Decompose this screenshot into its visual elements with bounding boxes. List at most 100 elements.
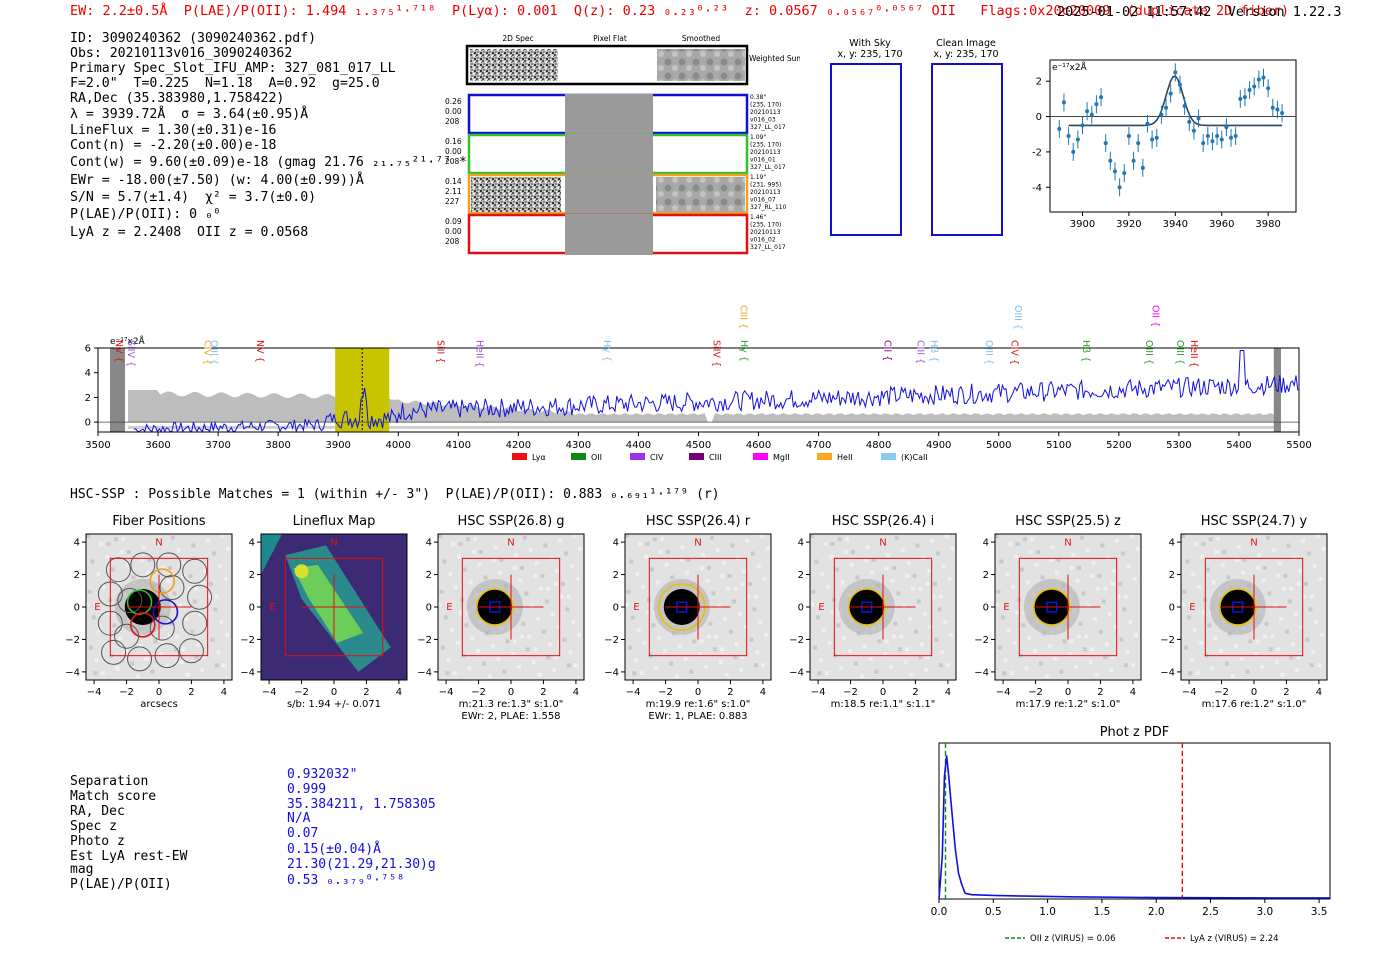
- zoom-data-point: [1229, 135, 1234, 140]
- hsc-ytick-label: 2: [613, 570, 619, 581]
- hsc-noise-pixel: [1198, 640, 1203, 645]
- hsc-ytick-label: 0: [613, 603, 619, 614]
- zoom-xtick-label: 3900: [1070, 219, 1095, 230]
- hsc-noise-pixel: [569, 564, 574, 569]
- spectrum-xtick-label: 4600: [746, 440, 771, 451]
- zoom-data-point: [1094, 102, 1099, 107]
- hsc-noise-pixel: [1201, 610, 1206, 615]
- hsc-noise-pixel: [1318, 577, 1323, 582]
- hsc-noise-pixel: [1079, 535, 1084, 540]
- hsc-noise-pixel: [649, 567, 654, 572]
- hsc-noise-pixel: [194, 586, 199, 591]
- header-timestamp-version: 2025-01-02 11:57:42 Version 1.22.3: [1057, 4, 1342, 20]
- zoom-data-point: [1261, 75, 1266, 80]
- hsc-noise-pixel: [502, 669, 507, 674]
- hsc-noise-pixel: [900, 548, 905, 553]
- hsc-noise-pixel: [1002, 602, 1007, 607]
- hsc-xtick-label: 2: [1097, 687, 1103, 698]
- hsc-ytick-label: 4: [74, 538, 80, 549]
- hsc-noise-pixel: [522, 535, 527, 540]
- spectrum-xtick-label: 3500: [85, 440, 110, 451]
- hsc-noise-pixel: [1101, 599, 1106, 604]
- hsc-xtick-label: 4: [945, 687, 951, 698]
- hsc-noise-pixel: [698, 652, 703, 657]
- hsc-noise-pixel: [1132, 577, 1137, 582]
- hsc-noise-pixel: [1075, 578, 1080, 583]
- north-marker: N: [1064, 537, 1071, 548]
- hsc-noise-pixel: [112, 623, 117, 628]
- cutout-right-meta: (231, 995): [750, 182, 781, 189]
- hsc-noise-pixel: [886, 553, 891, 558]
- hsc-noise-pixel: [1200, 554, 1205, 559]
- hsc-noise-pixel: [740, 655, 745, 660]
- hsc-xtick-label: 4: [221, 687, 227, 698]
- hsc-noise-pixel: [1100, 543, 1105, 548]
- hsc-noise-pixel: [1085, 548, 1090, 553]
- hsc-noise-pixel: [1308, 607, 1313, 612]
- hsc-noise-pixel: [1208, 537, 1213, 542]
- hsc-noise-pixel: [191, 543, 196, 548]
- east-marker: E: [818, 602, 824, 613]
- hsc-noise-pixel: [1119, 637, 1124, 642]
- zoom-data-point: [1187, 119, 1192, 124]
- hsc-noise-pixel: [519, 634, 524, 639]
- hsc-noise-pixel: [1277, 561, 1282, 566]
- hsc-noise-pixel: [695, 540, 700, 545]
- hsc-noise-pixel: [733, 655, 738, 660]
- hsc-noise-pixel: [633, 658, 638, 663]
- hsc-noise-pixel: [544, 599, 549, 604]
- aperture-box: [1018, 557, 1118, 657]
- cutout-right-meta: 327_RL_110: [750, 204, 787, 211]
- spectrum-xtick-label: 5100: [1046, 440, 1071, 451]
- hsc-noise-pixel: [1022, 537, 1027, 542]
- hsc-noise-pixel: [1265, 535, 1270, 540]
- hsc-noise-pixel: [93, 671, 98, 676]
- spectral-line-label: OIII {: [1012, 305, 1023, 330]
- hsc-noise-pixel: [827, 640, 832, 645]
- hsc-noise-pixel: [677, 644, 682, 649]
- cutout-right-meta: 327_LL_017: [750, 164, 786, 171]
- hsc-noise-pixel: [1135, 546, 1140, 551]
- hsc-noise-pixel: [908, 616, 913, 621]
- match-label-plae: P(LAE)/P(OII): [70, 877, 172, 892]
- hsc-noise-pixel: [1214, 549, 1219, 554]
- hsc-noise-pixel: [717, 604, 722, 609]
- hsc-noise-pixel: [1006, 628, 1011, 633]
- spectrum-legend-swatch: [512, 453, 527, 460]
- hsc-noise-pixel: [1181, 534, 1185, 538]
- hsc-noise-pixel: [1005, 572, 1010, 577]
- hsc-noise-pixel: [818, 658, 823, 663]
- hsc-noise-pixel: [834, 567, 839, 572]
- hsc-noise-pixel: [1081, 591, 1086, 596]
- hsc-noise-pixel: [896, 591, 901, 596]
- hsc-noise-pixel: [824, 671, 829, 676]
- cutout-left-stat: 227: [445, 197, 460, 206]
- hsc-noise-pixel: [166, 578, 171, 583]
- hsc-noise-pixel: [483, 575, 488, 580]
- hsc-xtick-label: −2: [1028, 687, 1043, 698]
- hsc-noise-pixel: [96, 572, 101, 577]
- hsc-noise-pixel: [922, 612, 927, 617]
- hsc-noise-pixel: [712, 647, 717, 652]
- hsc-panel-caption: EWr: 2, PLAE: 1.558: [461, 711, 560, 722]
- hsc-noise-pixel: [645, 541, 650, 546]
- hsc-noise-pixel: [201, 581, 206, 586]
- hsc-noise-pixel: [1008, 541, 1013, 546]
- hsc-noise-pixel: [525, 647, 530, 652]
- cutout-left-stat: 0.00: [445, 227, 462, 236]
- zoom-data-point: [1210, 139, 1215, 144]
- zoom-data-point: [1182, 103, 1187, 108]
- photz-xtick-label: 1.5: [1094, 906, 1111, 918]
- hsc-noise-pixel: [173, 647, 178, 652]
- hsc-noise-pixel: [814, 559, 819, 564]
- hsc-noise-pixel: [210, 637, 215, 642]
- hsc-noise-pixel: [704, 664, 709, 669]
- hsc-xtick-label: −4: [262, 687, 277, 698]
- hsc-noise-pixel: [823, 541, 828, 546]
- hsc-ytick-label: 0: [74, 603, 80, 614]
- hsc-noise-pixel: [534, 561, 539, 566]
- hsc-noise-pixel: [220, 534, 225, 538]
- zoom-data-point: [1150, 137, 1155, 142]
- hsc-noise-pixel: [925, 655, 930, 660]
- hsc-noise-pixel: [756, 564, 761, 569]
